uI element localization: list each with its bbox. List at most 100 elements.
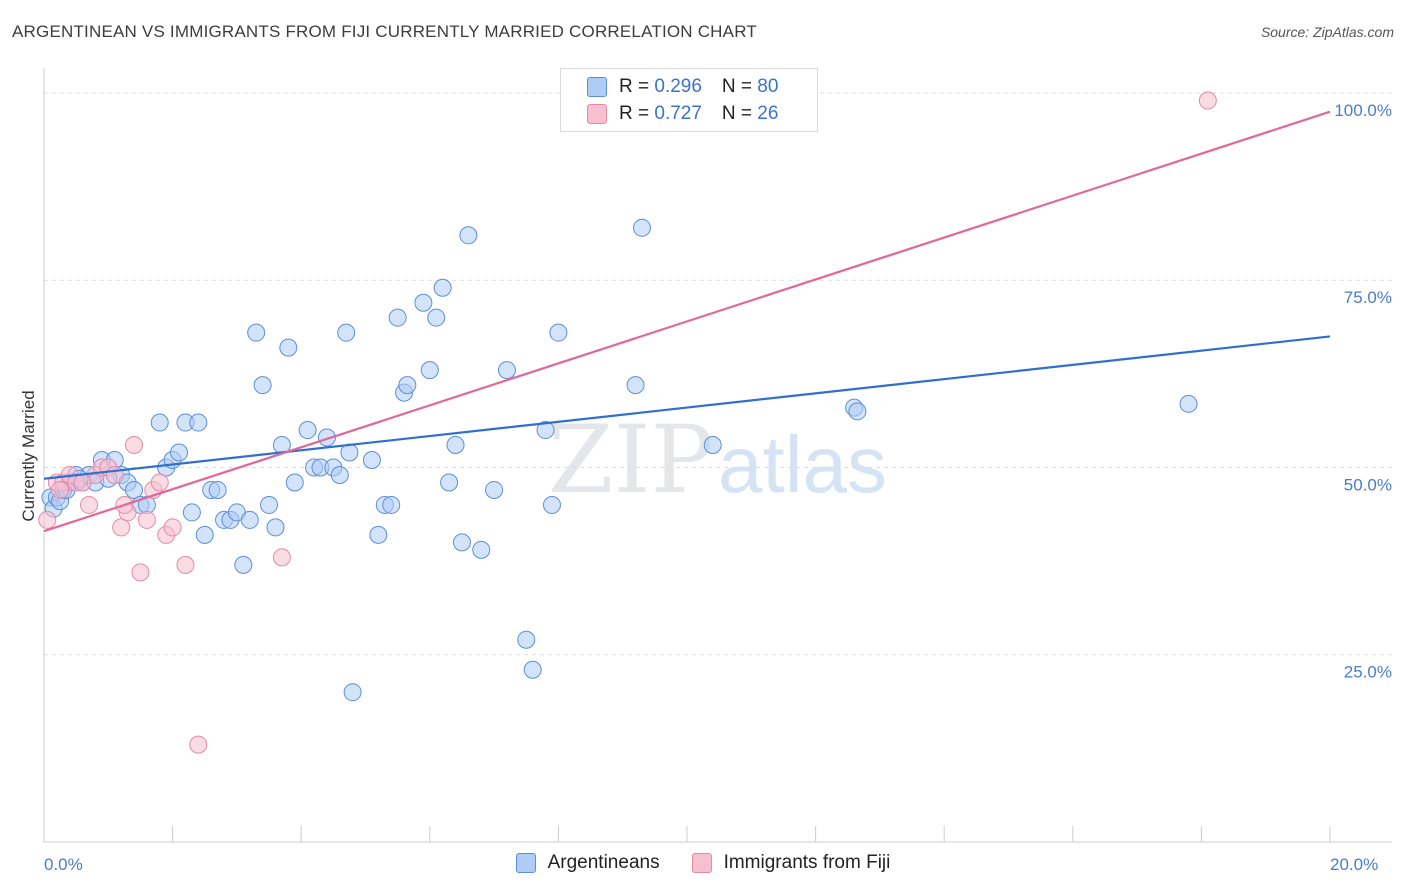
data-point-argentineans [414, 293, 433, 312]
data-point-argentineans [536, 421, 555, 440]
data-point-argentineans [189, 413, 208, 432]
data-point-argentineans [343, 683, 362, 702]
gridlines [44, 92, 1392, 656]
data-point-fiji [272, 548, 291, 567]
data-point-argentineans [279, 338, 298, 357]
stats-legend: R = 0.296 N = 80 R = 0.727 N = 26 [560, 68, 818, 132]
data-point-argentineans [247, 323, 266, 342]
data-point-argentineans [433, 278, 452, 297]
legend-n-label: N = [721, 103, 758, 124]
data-point-argentineans [337, 323, 356, 342]
series-fiji-points [38, 91, 1217, 754]
data-point-argentineans [517, 630, 536, 649]
watermark-atlas: atlas [718, 420, 887, 509]
trend-lines [43, 110, 1331, 533]
data-point-argentineans [266, 518, 285, 537]
source-credit: Source: ZipAtlas.com [1260, 24, 1394, 40]
legend-swatch-blue [515, 853, 536, 873]
watermark-zip: ZIP [548, 406, 714, 515]
data-point-argentineans [472, 540, 491, 559]
legend-swatch-pink [691, 853, 712, 873]
data-point-argentineans [542, 495, 561, 514]
legend-r-label: R = [619, 76, 655, 97]
data-point-fiji [189, 735, 208, 754]
legend-row-fiji: R = 0.727 N = 26 [587, 102, 778, 126]
legend-row-argentineans: R = 0.296 N = 80 [587, 75, 778, 99]
data-point-argentineans [523, 660, 542, 679]
data-point-fiji [150, 473, 169, 492]
data-point-argentineans [485, 480, 504, 499]
data-point-argentineans [208, 480, 227, 499]
data-point-argentineans [253, 376, 272, 395]
data-point-fiji [137, 510, 156, 529]
legend-n-value: 80 [757, 76, 779, 97]
data-point-argentineans [459, 226, 478, 245]
data-point-argentineans [382, 495, 401, 514]
data-point-argentineans [398, 376, 417, 395]
data-point-argentineans [234, 555, 253, 574]
data-point-argentineans [626, 376, 645, 395]
data-point-argentineans [285, 473, 304, 492]
data-point-fiji [73, 473, 92, 492]
legend-label-fiji: Immigrants from Fiji [723, 852, 891, 873]
legend-n-label: N = [721, 76, 758, 97]
legend-item-argentineans: Argentineans [515, 852, 660, 874]
data-point-argentineans [632, 218, 651, 237]
data-point-argentineans [1179, 394, 1198, 413]
series-legend: Argentineans Immigrants from Fiji [0, 852, 1406, 874]
y-tick-label: 75.0% [1344, 288, 1392, 307]
data-point-argentineans [170, 443, 189, 462]
data-point-fiji [163, 518, 182, 537]
data-point-argentineans [369, 525, 388, 544]
series-argentineans-points [41, 218, 1198, 702]
legend-item-fiji: Immigrants from Fiji [691, 852, 891, 874]
legend-r-label: R = [619, 103, 655, 124]
data-point-argentineans [703, 436, 722, 455]
data-point-argentineans [330, 465, 349, 484]
data-point-argentineans [388, 308, 407, 327]
x-tick-label-max: 20.0% [1330, 855, 1378, 874]
data-point-argentineans [298, 421, 317, 440]
trend-line-fiji [43, 110, 1331, 533]
data-point-argentineans [848, 402, 867, 421]
trend-line-argentineans [43, 335, 1331, 480]
data-point-argentineans [362, 451, 381, 469]
axes [43, 68, 1392, 843]
watermark: ZIP atlas [548, 406, 887, 515]
y-tick-label: 50.0% [1344, 475, 1392, 494]
data-point-argentineans [446, 436, 465, 455]
y-axis-label: Currently Married [19, 390, 38, 521]
x-ticks [172, 826, 1331, 842]
data-point-fiji [51, 480, 70, 499]
legend-label-argentineans: Argentineans [547, 852, 660, 873]
data-point-argentineans [195, 525, 214, 544]
data-point-argentineans [317, 428, 336, 447]
x-tick-label-min: 0.0% [44, 855, 83, 874]
data-point-fiji [1198, 91, 1217, 110]
data-point-fiji [105, 465, 124, 484]
legend-n-value: 26 [757, 103, 779, 124]
data-point-argentineans [420, 361, 439, 380]
legend-r-value: 0.727 [654, 103, 702, 124]
legend-swatch-blue [587, 77, 607, 97]
data-point-argentineans [497, 361, 516, 380]
data-point-fiji [131, 563, 150, 582]
data-point-argentineans [260, 495, 279, 514]
data-point-argentineans [150, 413, 169, 432]
data-point-fiji [176, 555, 195, 574]
data-point-argentineans [427, 308, 446, 327]
data-point-argentineans [125, 480, 144, 499]
y-tick-label: 100.0% [1334, 101, 1392, 120]
data-point-argentineans [452, 533, 471, 552]
data-point-fiji [80, 495, 99, 514]
data-point-argentineans [440, 473, 459, 492]
data-point-argentineans [240, 510, 259, 529]
legend-r-value: 0.296 [654, 76, 702, 97]
data-point-argentineans [549, 323, 568, 342]
data-point-fiji [125, 436, 144, 455]
data-point-argentineans [182, 503, 201, 522]
chart-title: ARGENTINEAN VS IMMIGRANTS FROM FIJI CURR… [12, 22, 757, 41]
data-point-fiji [112, 518, 131, 537]
y-tick-label: 25.0% [1344, 663, 1392, 682]
